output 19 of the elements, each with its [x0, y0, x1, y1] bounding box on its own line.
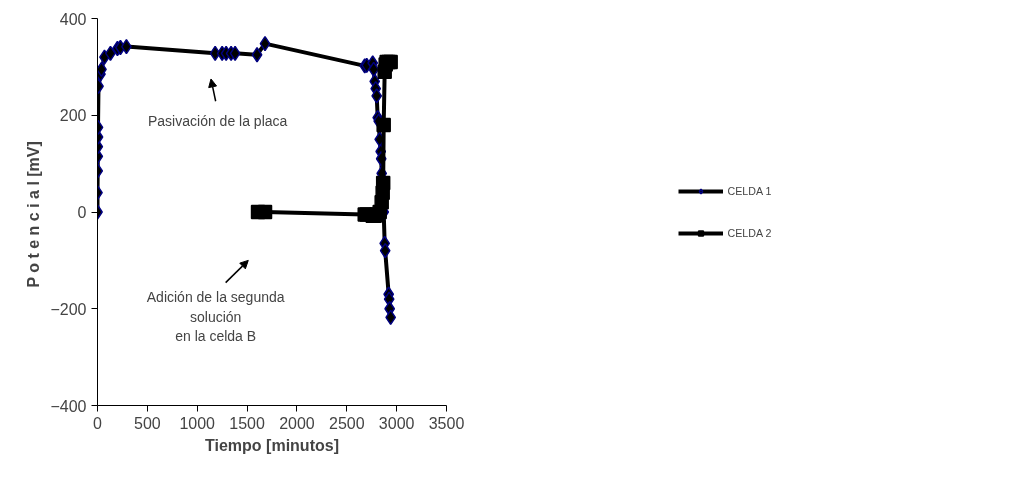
x-tick-label: 2500 [328, 414, 365, 432]
x-axis-title: Tiempo [minutos] [205, 436, 339, 454]
x-tick-label: 2000 [279, 414, 315, 432]
y-tick-label: 200 [59, 107, 87, 125]
annotation: Pasivación de la placa [148, 112, 288, 129]
y-tick-label: −400 [50, 397, 87, 415]
x-tick-label: 1500 [229, 414, 265, 432]
legend-label: CELDA 1 [727, 184, 773, 197]
x-tick-label: 500 [134, 414, 161, 432]
y-tick-label: 0 [77, 204, 87, 221]
x-tick-label: 3500 [428, 414, 465, 432]
y-tick-label: 400 [59, 10, 87, 28]
x-tick-label: 3000 [378, 414, 415, 432]
x-tick-label: 0 [93, 414, 103, 432]
y-axis-title: P o t e n c i a l [mV] [25, 141, 43, 288]
annotation: Adición de la segunda solución en la celda B [146, 289, 285, 344]
legend-label: CELDA 2 [727, 226, 773, 239]
x-tick-label: 1000 [179, 414, 216, 432]
y-tick-label: −200 [50, 300, 87, 318]
